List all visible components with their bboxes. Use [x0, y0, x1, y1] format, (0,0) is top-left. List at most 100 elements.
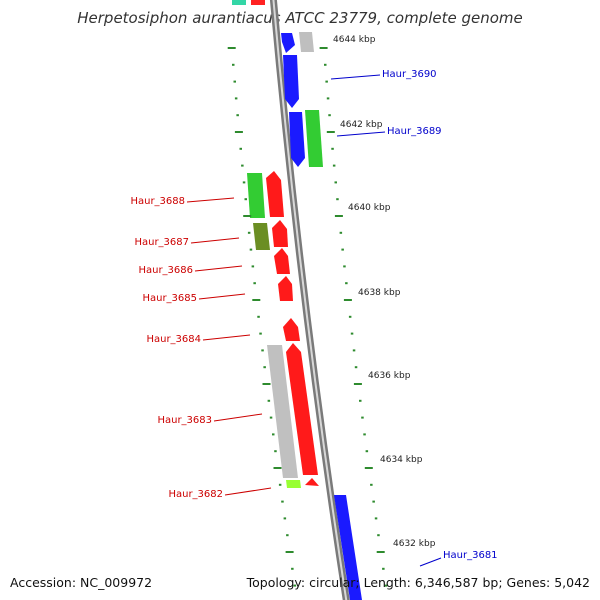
scale-right-tick — [372, 500, 375, 503]
backbone-inner — [272, 0, 348, 600]
scale-left-tick — [242, 181, 246, 184]
scale-left-tick — [227, 47, 236, 49]
gene-haur-3686[interactable] — [274, 248, 290, 274]
gene-haur-3687-red[interactable] — [272, 220, 288, 247]
scale-right-tick — [377, 534, 380, 537]
gene-label-haur-3688[interactable]: Haur_3688 — [130, 196, 185, 207]
kbp-label-4636: 4636 kbp — [368, 371, 411, 381]
scale-right-tick — [331, 147, 334, 150]
accession-text: Accession: NC_009972 — [10, 575, 153, 590]
scale-left-tick — [272, 433, 275, 436]
scale-right-tick — [339, 231, 343, 234]
gene-haur-3682[interactable] — [305, 478, 319, 486]
scale-left-tick — [236, 114, 239, 117]
genome-summary-text: Topology: circular; Length: 6,346,587 bp… — [246, 575, 590, 590]
scale-right-tick — [334, 215, 343, 217]
scale-right-tick — [363, 433, 366, 436]
kbp-label-4634: 4634 kbp — [380, 455, 423, 465]
scale-right-tick — [319, 47, 328, 49]
forward-gene-labels: Haur_3690 Haur_3689 Haur_3681 — [330, 69, 498, 567]
scale-left-tick — [269, 416, 273, 419]
scale-left-tick — [252, 299, 261, 301]
kbp-label-4638: 4638 kbp — [358, 288, 401, 298]
feature-top-red[interactable] — [251, 0, 265, 5]
scale-right-tick — [365, 450, 369, 453]
scale-left-tick — [232, 63, 235, 66]
scale-right-tick — [384, 584, 388, 587]
gene-label-haur-3684[interactable]: Haur_3684 — [146, 334, 201, 345]
gene-label-haur-3690[interactable]: Haur_3690 — [382, 69, 437, 80]
scale-left-tick — [281, 500, 284, 503]
gene-forward-blue-small[interactable] — [281, 33, 295, 53]
gene-label-haur-3681[interactable]: Haur_3681 — [443, 550, 498, 561]
gene-label-haur-3683[interactable]: Haur_3683 — [157, 415, 212, 426]
scale-right-tick — [334, 181, 337, 184]
scale-left-tick — [239, 147, 242, 150]
scale-left-tick — [251, 265, 255, 268]
gene-haur-3688-red[interactable] — [266, 171, 284, 217]
gene-haur-3689-blue[interactable] — [289, 112, 305, 167]
scale-left-tick — [263, 366, 266, 369]
scale-right-tick — [370, 483, 373, 486]
scale-right-tick — [361, 416, 364, 419]
scale-right-tick — [374, 517, 378, 520]
scale-right-tick — [325, 80, 328, 83]
scale-right-tick — [350, 332, 354, 335]
gene-forward-blue[interactable] — [283, 55, 299, 108]
scale-right-tick — [348, 315, 352, 318]
scale-right-tick — [345, 282, 348, 285]
scale-left-tick — [241, 164, 244, 167]
gene-haur-3685[interactable] — [278, 276, 293, 301]
gene-forward-gray[interactable] — [299, 32, 314, 52]
scale-right-tick — [343, 299, 352, 301]
scale-right-tick — [332, 164, 336, 167]
scale-right-tick — [343, 265, 346, 268]
gene-haur-3681[interactable] — [334, 495, 362, 600]
scale-left-tick — [261, 349, 264, 352]
scale-right-tick — [341, 248, 344, 251]
gene-haur-3683-gray[interactable] — [267, 345, 298, 478]
gene-label-haur-3685[interactable]: Haur_3685 — [142, 293, 197, 304]
scale-right-tick — [376, 551, 385, 553]
scale-left-tick — [233, 80, 236, 83]
scale-right-tick — [353, 383, 362, 385]
gene-label-haur-3687[interactable]: Haur_3687 — [134, 237, 189, 248]
scale-right-tick — [326, 97, 330, 100]
kbp-label-4644: 4644 kbp — [333, 35, 376, 45]
scale-right-tick — [326, 131, 335, 133]
scale-ticks-left — [227, 47, 297, 587]
scale-left-tick — [234, 97, 238, 100]
scale-right-tick — [336, 198, 339, 201]
scale-left-tick — [253, 282, 256, 285]
gene-haur-3687[interactable] — [253, 223, 270, 250]
feature-top-teal[interactable] — [232, 0, 246, 5]
scale-right-tick — [354, 366, 358, 369]
gene-haur-3688[interactable] — [247, 173, 265, 218]
gene-haur-3682-green[interactable] — [286, 480, 301, 488]
scale-left-tick — [249, 248, 253, 251]
scale-right-tick — [352, 349, 356, 352]
scale-right-tick — [382, 567, 385, 570]
kbp-label-4642: 4642 kbp — [340, 120, 383, 130]
scale-right-tick — [364, 467, 373, 469]
gene-label-haur-3686[interactable]: Haur_3686 — [138, 265, 193, 276]
scale-left-tick — [274, 450, 277, 453]
reverse-strand-features — [247, 171, 319, 488]
scale-left-tick — [262, 383, 271, 385]
gene-label-haur-3689[interactable]: Haur_3689 — [387, 126, 442, 137]
gene-haur-3689[interactable] — [305, 110, 323, 167]
scale-left-tick — [278, 483, 282, 486]
scale-left-tick — [234, 131, 243, 133]
scale-right-tick — [324, 63, 327, 66]
gene-haur-3683[interactable] — [286, 343, 318, 475]
gene-haur-3684[interactable] — [283, 318, 300, 341]
scale-ticks-right — [319, 47, 388, 587]
scale-left-tick — [291, 567, 294, 570]
scale-left-tick — [286, 534, 289, 537]
kbp-label-4632: 4632 kbp — [393, 539, 436, 549]
scale-left-tick — [244, 198, 247, 201]
scale-left-tick — [285, 551, 294, 553]
gene-label-haur-3682[interactable]: Haur_3682 — [168, 489, 223, 500]
